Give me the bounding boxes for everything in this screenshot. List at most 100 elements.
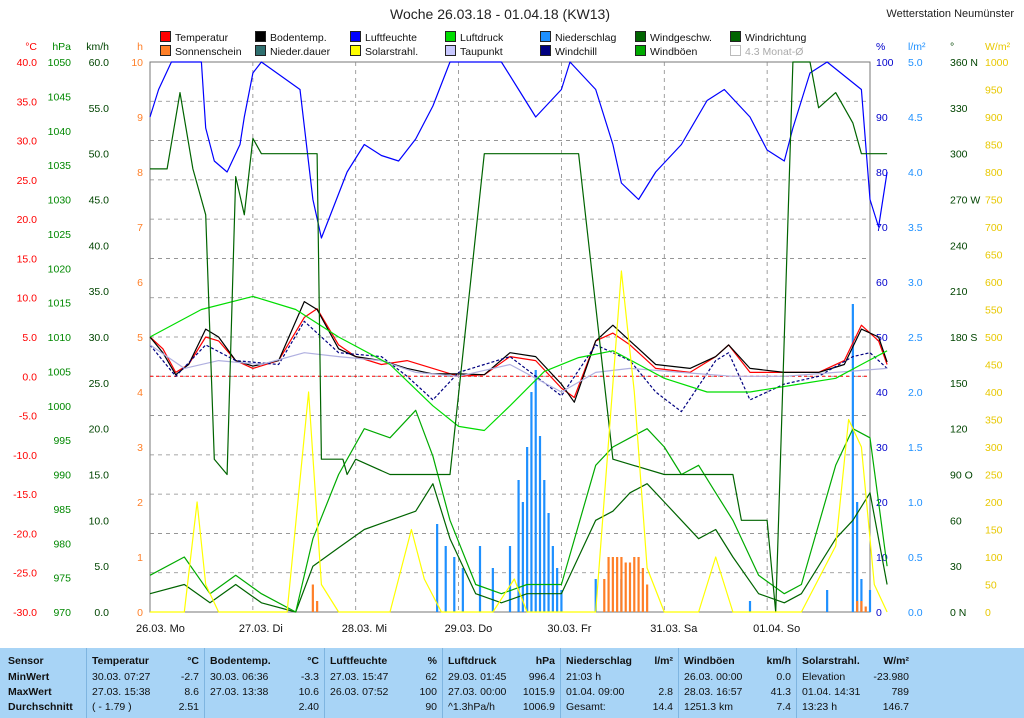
axis-tick-direction: 30 xyxy=(950,561,962,573)
axis-tick-solar: 0 xyxy=(985,607,991,619)
axis-tick-solar: 950 xyxy=(985,85,1003,97)
stats-cell-label: Elevation xyxy=(802,671,846,683)
stats-cell: 27.03. 15:38 8.6 xyxy=(92,686,199,700)
bar-sonnenschein xyxy=(637,557,640,612)
stats-label-avg: Durchschnitt xyxy=(8,701,73,713)
axis-tick-wind: 10.0 xyxy=(89,515,110,527)
legend-swatch xyxy=(255,45,266,56)
legend-label: Taupunkt xyxy=(460,46,503,58)
stats-column-title: Luftdruck xyxy=(448,655,497,667)
axis-tick-rain: 1.0 xyxy=(908,497,923,509)
axis-tick-wind: 55.0 xyxy=(89,103,110,115)
axis-tick-solar: 300 xyxy=(985,442,1003,454)
axis-tick-pressure: 1050 xyxy=(48,57,72,69)
stats-column-title: Windböen xyxy=(684,655,735,667)
legend-label: Nieder.dauer xyxy=(270,46,331,58)
axis-tick-solar: 200 xyxy=(985,497,1003,509)
axis-tick-solar: 600 xyxy=(985,277,1003,289)
axis-tick-hours: 10 xyxy=(131,57,143,69)
stats-cell-value: 10.6 xyxy=(298,686,319,698)
legend-item: Sonnenschein xyxy=(160,45,242,58)
axis-tick-wind: 50.0 xyxy=(89,149,110,161)
legend-swatch xyxy=(540,45,551,56)
bar-niederschlag xyxy=(508,546,512,612)
axis-tick-pressure: 970 xyxy=(53,607,71,619)
stats-cell-label: ( - 1.79 ) xyxy=(92,701,132,713)
stats-column: Niederschlag l/m² 21:03 h 01.04. 09:00 2.8 Ge… xyxy=(560,648,679,718)
stats-cell: 90 xyxy=(330,701,437,715)
bar-niederschlag xyxy=(547,513,550,612)
bar-sonnenschein xyxy=(628,562,632,612)
axis-tick-solar: 900 xyxy=(985,112,1003,124)
legend-label: Niederschlag xyxy=(555,32,617,44)
stats-cell-value: 2.40 xyxy=(298,701,319,713)
legend-swatch xyxy=(350,31,361,42)
axis-tick-solar: 700 xyxy=(985,222,1003,234)
bar-niederschlag xyxy=(860,579,863,612)
bar-niederschlag xyxy=(530,392,533,612)
bar-sonnenschein xyxy=(611,557,614,612)
axis-tick-pressure: 1015 xyxy=(48,298,72,310)
bar-niederschlag xyxy=(478,546,482,612)
axis-tick-temp: 5.0 xyxy=(22,332,37,344)
stats-cell-label: 27.03. 13:38 xyxy=(210,686,269,698)
axis-tick-humidity: 30 xyxy=(876,442,888,454)
stats-column: Luftdruck hPa 29.03. 01:45 996.4 27.03. 00:0… xyxy=(442,648,561,718)
axis-tick-temp: 40.0 xyxy=(17,57,38,69)
axis-tick-direction: 60 xyxy=(950,515,962,527)
axis-unit-hours: h xyxy=(137,41,143,53)
axis-tick-temp: 10.0 xyxy=(17,293,38,305)
stats-cell: 01.04. 14:31 789 xyxy=(802,686,909,700)
stats-cell: 28.03. 16:57 41.3 xyxy=(684,686,791,700)
bar-niederschlag xyxy=(521,502,524,612)
stats-cell-value: 14.4 xyxy=(652,701,673,713)
legend-swatch xyxy=(160,45,171,56)
bar-niederschlag xyxy=(491,568,494,612)
legend-item: Luftfeuchte xyxy=(350,31,417,44)
axis-tick-humidity: 40 xyxy=(876,387,888,399)
stats-cell-label: 27.03. 00:00 xyxy=(448,686,507,698)
bar-sonnenschein xyxy=(646,584,649,612)
axis-tick-hours: 2 xyxy=(137,497,143,509)
axis-tick-temp: -25.0 xyxy=(13,568,37,580)
axis-tick-rain: 4.5 xyxy=(908,112,923,124)
bar-niederschlag xyxy=(543,480,546,612)
stats-cell-label: 27.03. 15:38 xyxy=(92,686,151,698)
bar-niederschlag xyxy=(594,579,597,612)
axis-tick-temp: 0.0 xyxy=(22,371,37,383)
axis-tick-rain: 1.5 xyxy=(908,442,923,454)
axis-tick-rain: 4.0 xyxy=(908,167,923,179)
axis-unit-rain: l/m² xyxy=(908,41,926,53)
axis-tick-pressure: 980 xyxy=(53,538,71,550)
stats-column: Bodentemp. °C 30.03. 06:36 -3.3 27.03. 13:38… xyxy=(204,648,325,718)
stats-cell-label: Gesamt: xyxy=(566,701,606,713)
axis-tick-direction: 120 xyxy=(950,424,968,436)
axis-unit-solar: W/m² xyxy=(985,41,1011,53)
stats-cell: 30.03. 06:36 -3.3 xyxy=(210,671,319,685)
bar-sonnenschein xyxy=(860,601,863,612)
axis-tick-solar: 450 xyxy=(985,360,1003,372)
bar-niederschlag xyxy=(826,590,829,612)
stats-column-unit: km/h xyxy=(766,655,791,667)
stats-cell-value: 7.4 xyxy=(776,701,791,713)
stats-column-unit: l/m² xyxy=(654,655,673,667)
legend: Temperatur Bodentemp. Luftfeuchte Luftdruck… xyxy=(160,31,840,61)
axis-tick-temp: 25.0 xyxy=(17,175,38,187)
bar-sonnenschein xyxy=(864,606,867,612)
bar-niederschlag xyxy=(436,524,439,612)
bar-niederschlag xyxy=(453,557,456,612)
series-line-solarstrahl xyxy=(150,270,888,613)
axis-tick-temp: -15.0 xyxy=(13,489,37,501)
axis-tick-pressure: 985 xyxy=(53,504,71,516)
stats-cell-value: 41.3 xyxy=(770,686,791,698)
axis-tick-humidity: 50 xyxy=(876,332,888,344)
stats-cell-label: 26.03. 07:52 xyxy=(330,686,389,698)
axis-tick-temp: 20.0 xyxy=(17,214,38,226)
bar-sonnenschein xyxy=(603,579,606,612)
axis-tick-solar: 50 xyxy=(985,580,997,592)
stats-column-unit: °C xyxy=(307,655,319,667)
legend-swatch xyxy=(730,31,741,42)
stats-column: Luftfeuchte% 27.03. 15:47 62 26.03. 07:52 10… xyxy=(324,648,443,718)
series-line-taupunkt xyxy=(149,344,888,393)
axis-tick-pressure: 1025 xyxy=(48,229,72,241)
